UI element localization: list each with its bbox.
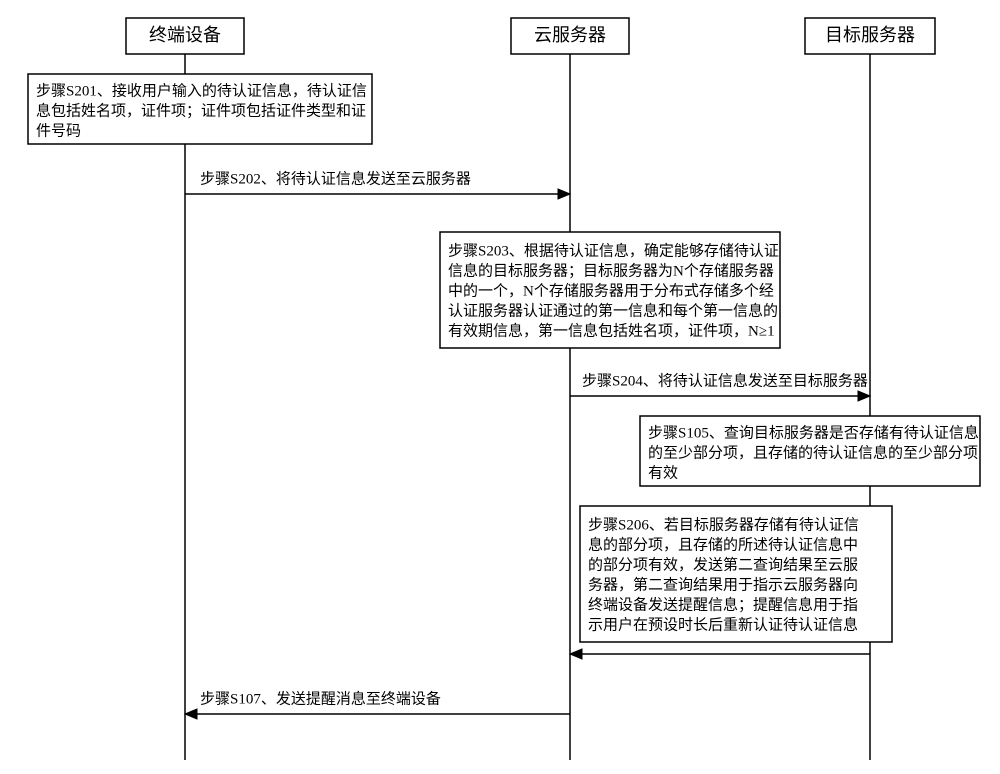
participant-label-target: 目标服务器 [825,25,915,45]
note-text-s206-1: 息的部分项，且存储的所述待认证信息中 [588,536,858,553]
msg-label-s107: 步骤S107、发送提醒消息至终端设备 [200,690,441,707]
participant-label-cloud: 云服务器 [534,25,606,45]
note-text-s206-2: 的部分项有效，发送第二查询结果至云服 [588,555,858,573]
note-text-s201-2: 件号码 [36,122,81,139]
note-text-s206-5: 示用户在预设时长后重新认证待认证信息 [588,616,858,633]
note-text-s201-1: 息包括姓名项，证件项；证件项包括证件类型和证 [36,102,366,119]
note-text-s206-3: 务器，第二查询结果用于指示云服务器向 [588,575,858,593]
note-text-s105-2: 有效 [648,464,678,481]
sequence-diagram: 终端设备 云服务器 目标服务器步骤S201、接收用户输入的待认证信息，待认证信息包括… [0,0,1000,769]
note-text-s105-0: 步骤S105、查询目标服务器是否存储有待认证信息 [648,424,979,441]
note-text-s206-0: 步骤S206、若目标服务器存储有待认证信 [588,516,859,533]
note-text-s206-4: 终端设备发送提醒信息；提醒信息用于指 [588,596,858,613]
note-text-s105-1: 的至少部分项，且存储的待认证信息的至少部分项 [648,444,978,461]
note-text-s203-0: 步骤S203、根据待认证信息，确定能够存储待认证 [448,242,779,259]
msg-label-s202: 步骤S202、将待认证信息发送至云服务器 [200,170,471,187]
participant-label-terminal: 终端设备 [149,25,221,45]
note-text-s203-4: 有效期信息，第一信息包括姓名项，证件项，N≥1 [448,321,775,339]
note-text-s203-3: 认证服务器认证通过的第一信息和每个第一信息的 [448,301,778,319]
note-text-s203-1: 信息的目标服务器；目标服务器为N个存储服务器 [448,262,774,279]
msg-label-s204: 步骤S204、将待认证信息发送至目标服务器 [582,372,868,389]
note-text-s201-0: 步骤S201、接收用户输入的待认证信息，待认证信 [36,82,367,99]
note-text-s203-2: 中的一个，N个存储服务器用于分布式存储多个经 [448,282,774,299]
